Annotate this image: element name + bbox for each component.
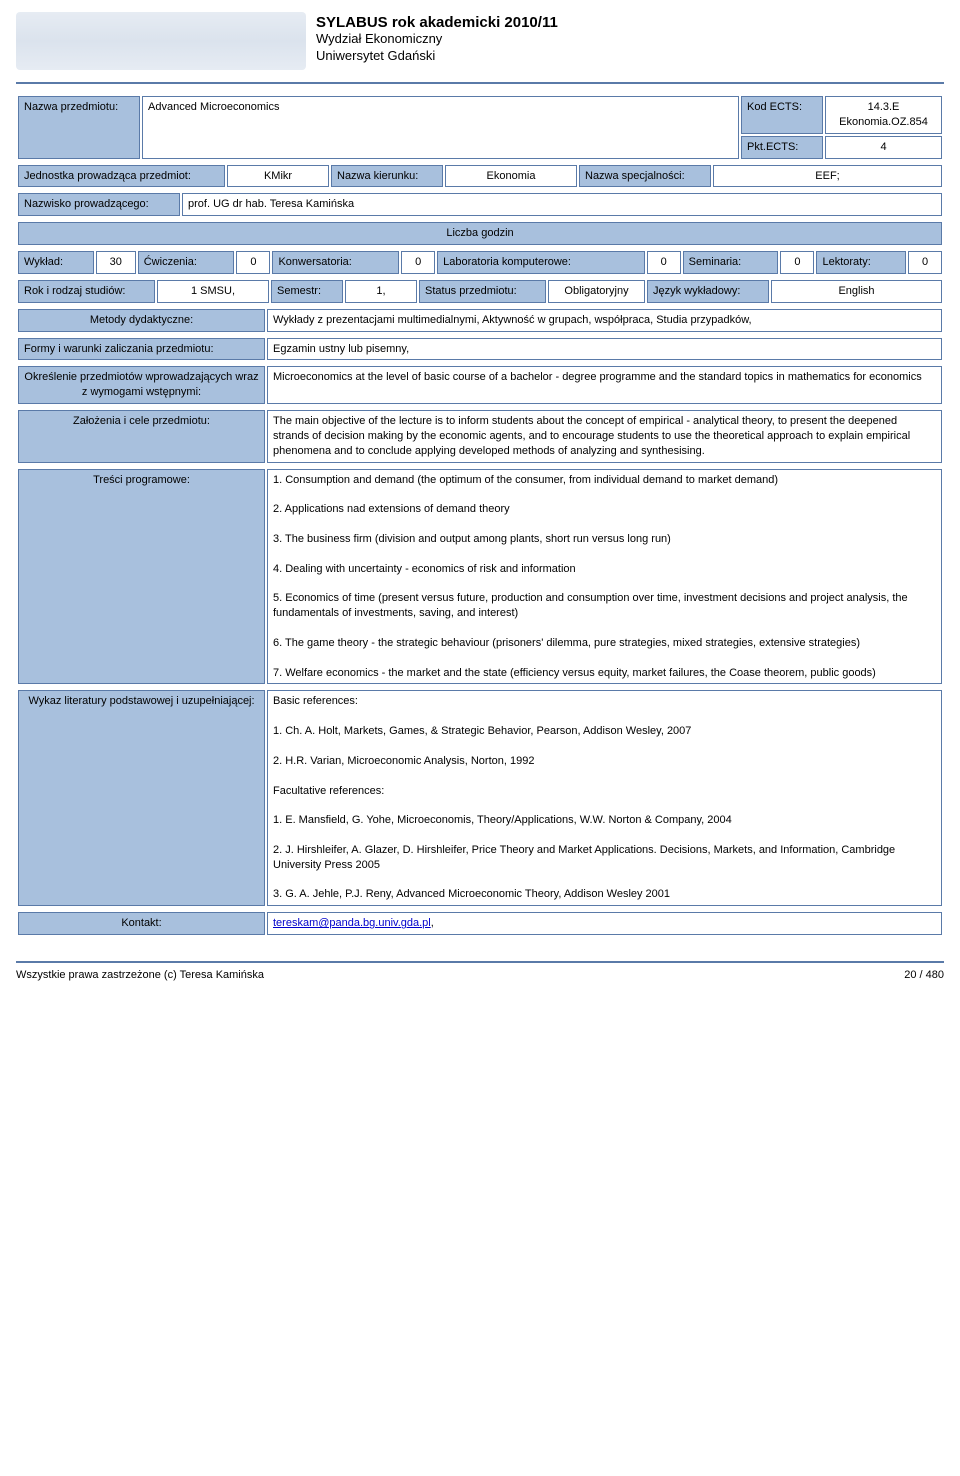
footer-left: Wszystkie prawa zastrzeżone (c) Teresa K… xyxy=(16,969,264,981)
logo-placeholder xyxy=(16,12,306,70)
value-konw: 0 xyxy=(401,251,435,274)
label-kod-ects: Kod ECTS: xyxy=(741,96,823,134)
header-title: SYLABUS rok akademicki 2010/11 xyxy=(316,14,558,31)
label-subject: Nazwa przedmiotu: xyxy=(18,96,140,159)
label-konw: Konwersatoria: xyxy=(272,251,399,274)
label-rok: Rok i rodzaj studiów: xyxy=(18,280,155,303)
value-unit: KMikr xyxy=(227,165,329,188)
value-lecturer: prof. UG dr hab. Teresa Kamińska xyxy=(182,193,942,216)
page-header: SYLABUS rok akademicki 2010/11 Wydział E… xyxy=(16,12,944,84)
value-jezyk: English xyxy=(771,280,942,303)
value-subject: Advanced Microeconomics xyxy=(142,96,739,159)
value-wyklad: 30 xyxy=(96,251,136,274)
footer-right: 20 / 480 xyxy=(904,969,944,981)
label-zalozenia: Założenia i cele przedmiotu: xyxy=(18,410,265,463)
value-okreslenie: Microeconomics at the level of basic cou… xyxy=(267,366,942,404)
value-wykaz: Basic references: 1. Ch. A. Holt, Market… xyxy=(267,690,942,906)
label-wyklad: Wykład: xyxy=(18,251,94,274)
value-zalozenia: The main objective of the lecture is to … xyxy=(267,410,942,463)
value-spec: EEF; xyxy=(713,165,942,188)
row-subject: Nazwa przedmiotu: Advanced Microeconomic… xyxy=(16,94,944,161)
row-hours-header: Liczba godzin xyxy=(16,220,944,247)
row-metody: Metody dydaktyczne: Wykłady z prezentacj… xyxy=(16,307,944,334)
value-semestr: 1, xyxy=(345,280,417,303)
value-status: Obligatoryjny xyxy=(548,280,645,303)
value-metody: Wykłady z prezentacjami multimedialnymi,… xyxy=(267,309,942,332)
value-cwiczenia: 0 xyxy=(236,251,270,274)
row-study: Rok i rodzaj studiów: 1 SMSU, Semestr: 1… xyxy=(16,278,944,305)
value-kod-ects: 14.3.E Ekonomia.OZ.854 xyxy=(825,96,942,134)
label-cwiczenia: Ćwiczenia: xyxy=(138,251,235,274)
row-formy: Formy i warunki zaliczania przedmiotu: E… xyxy=(16,336,944,363)
row-okreslenie: Określenie przedmiotów wprowadzających w… xyxy=(16,364,944,406)
header-university: Uniwersytet Gdański xyxy=(316,48,558,65)
label-formy: Formy i warunki zaliczania przedmiotu: xyxy=(18,338,265,361)
page-footer: Wszystkie prawa zastrzeżone (c) Teresa K… xyxy=(16,961,944,981)
value-kontakt: tereskam@panda.bg.univ.gda.pl, xyxy=(267,912,942,935)
row-unit: Jednostka prowadząca przedmiot: KMikr Na… xyxy=(16,163,944,190)
label-lab: Laboratoria komputerowe: xyxy=(437,251,644,274)
value-lab: 0 xyxy=(647,251,681,274)
label-kontakt: Kontakt: xyxy=(18,912,265,935)
label-tresci: Treści programowe: xyxy=(18,469,265,685)
row-wykaz: Wykaz literatury podstawowej i uzupełnia… xyxy=(16,688,944,908)
value-sem: 0 xyxy=(780,251,814,274)
label-wykaz: Wykaz literatury podstawowej i uzupełnia… xyxy=(18,690,265,906)
label-metody: Metody dydaktyczne: xyxy=(18,309,265,332)
label-okreslenie: Określenie przedmiotów wprowadzających w… xyxy=(18,366,265,404)
label-lecturer: Nazwisko prowadzącego: xyxy=(18,193,180,216)
value-rok: 1 SMSU, xyxy=(157,280,269,303)
label-hours-header: Liczba godzin xyxy=(18,222,942,245)
row-tresci: Treści programowe: 1. Consumption and de… xyxy=(16,467,944,687)
header-text: SYLABUS rok akademicki 2010/11 Wydział E… xyxy=(316,14,558,65)
label-spec: Nazwa specjalności: xyxy=(579,165,711,188)
label-semestr: Semestr: xyxy=(271,280,343,303)
label-unit: Jednostka prowadząca przedmiot: xyxy=(18,165,225,188)
row-zalozenia: Założenia i cele przedmiotu: The main ob… xyxy=(16,408,944,465)
label-lek: Lektoraty: xyxy=(816,251,906,274)
value-kierunek: Ekonomia xyxy=(445,165,577,188)
label-jezyk: Język wykładowy: xyxy=(647,280,769,303)
row-kontakt: Kontakt: tereskam@panda.bg.univ.gda.pl, xyxy=(16,910,944,937)
value-pkt-ects: 4 xyxy=(825,136,942,159)
value-tresci: 1. Consumption and demand (the optimum o… xyxy=(267,469,942,685)
label-kierunek: Nazwa kierunku: xyxy=(331,165,443,188)
label-pkt-ects: Pkt.ECTS: xyxy=(741,136,823,159)
value-lek: 0 xyxy=(908,251,942,274)
row-lecturer: Nazwisko prowadzącego: prof. UG dr hab. … xyxy=(16,191,944,218)
label-sem: Seminaria: xyxy=(683,251,779,274)
value-formy: Egzamin ustny lub pisemny, xyxy=(267,338,942,361)
row-hours: Wykład: 30 Ćwiczenia: 0 Konwersatoria: 0… xyxy=(16,249,944,276)
header-faculty: Wydział Ekonomiczny xyxy=(316,31,558,48)
contact-email-link[interactable]: tereskam@panda.bg.univ.gda.pl xyxy=(273,917,431,929)
label-status: Status przedmiotu: xyxy=(419,280,546,303)
